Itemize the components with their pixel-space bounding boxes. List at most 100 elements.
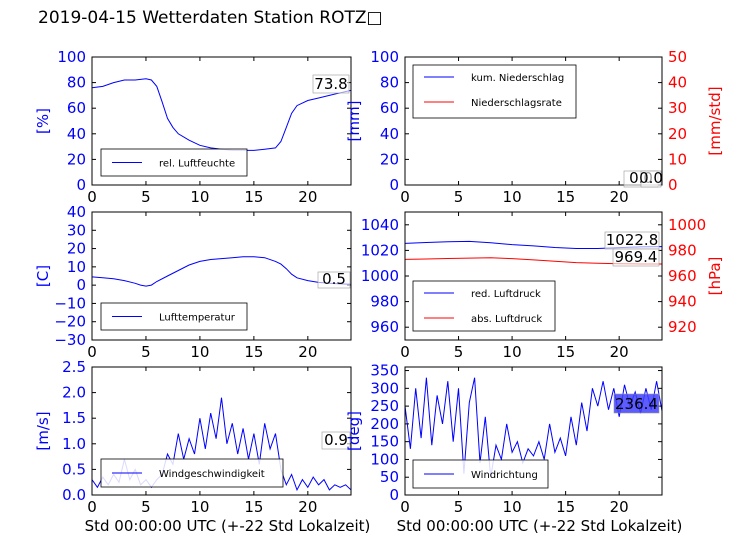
precipitation-ytick-right-label: 20 bbox=[668, 125, 687, 143]
pressure-ytick-right-label: 980 bbox=[668, 241, 697, 259]
windspeed-value-box bbox=[321, 431, 351, 450]
pressure-value-label: 969.4 bbox=[615, 248, 658, 266]
windspeed-xtick-label: 20 bbox=[298, 498, 317, 516]
windspeed-value-label: 0.9 bbox=[324, 431, 348, 449]
humidity-xtick-label: 5 bbox=[141, 188, 151, 206]
pressure-ytick-right-label: 960 bbox=[668, 267, 697, 285]
temperature-xtick-label: 5 bbox=[141, 343, 151, 361]
humidity-ytick-label: 60 bbox=[67, 99, 86, 117]
pressure-xtick-label: 20 bbox=[610, 343, 629, 361]
pressure-ytick-right-label: 920 bbox=[668, 318, 697, 336]
windspeed-legend-entry: Windgeschwindigkeit bbox=[159, 469, 265, 480]
precipitation-ytick-right-label: 0 bbox=[668, 176, 678, 194]
precipitation-panel: 0 5 10 15 20 0 20 40 60 80 100 0 10 20 30 40 50 [mm] [mm/s… bbox=[345, 48, 724, 206]
windspeed-ytick-label: 0.5 bbox=[62, 460, 86, 478]
temperature-ytick-label: 10 bbox=[67, 258, 86, 276]
pressure-ytick-label: 1000 bbox=[361, 267, 399, 285]
winddirection-ytick-label: 150 bbox=[370, 433, 399, 451]
pressure-legend-entry: abs. Luftdruck bbox=[471, 314, 542, 325]
winddirection-ytick-label: 50 bbox=[380, 468, 399, 486]
precipitation-legend-box bbox=[412, 64, 577, 119]
temperature-ytick-label: −20 bbox=[54, 313, 86, 331]
winddirection-ytick-label: 300 bbox=[370, 379, 399, 397]
windspeed-xlabel: Std 00:00:00 UTC (+-22 Std Lokalzeit) bbox=[85, 517, 371, 535]
winddirection-xtick-label: 15 bbox=[556, 498, 575, 516]
winddirection-frame bbox=[404, 366, 663, 496]
windspeed-frame bbox=[91, 366, 352, 496]
temperature-ytick-label: 40 bbox=[67, 203, 86, 221]
windspeed-ytick-label: 0.0 bbox=[62, 486, 86, 504]
humidity-ytick-label: 20 bbox=[67, 150, 86, 168]
winddirection-ytick-label: 0 bbox=[389, 486, 399, 504]
pressure-xtick-label: 5 bbox=[454, 343, 464, 361]
windspeed-panel: 0 5 10 15 20 0.0 0.5 1.0 1.5 2.0 2.5 [m/s] Std 00:00… bbox=[34, 358, 370, 535]
pressure-ytick-right-label: 940 bbox=[668, 293, 697, 311]
winddirection-xtick-label: 10 bbox=[503, 498, 522, 516]
pressure-xtick-label: 10 bbox=[503, 343, 522, 361]
temperature-xtick-label: 0 bbox=[87, 343, 97, 361]
winddirection-ylabel: [deg] bbox=[345, 411, 363, 451]
humidity-ytick-label: 0 bbox=[76, 176, 86, 194]
pressure-ytick-label: 980 bbox=[370, 293, 399, 311]
pressure-ylabel-right: [hPa] bbox=[706, 257, 724, 296]
winddirection-ytick-label: 200 bbox=[370, 415, 399, 433]
temperature-ytick-label: −10 bbox=[54, 294, 86, 312]
precipitation-ylabel-right: [mm/std] bbox=[706, 86, 724, 155]
page-title: 2019-04-15 Wetterdaten Station ROTZ□ bbox=[38, 8, 383, 28]
windspeed-ytick-label: 2.5 bbox=[62, 358, 86, 376]
temperature-xtick-label: 15 bbox=[244, 343, 263, 361]
precipitation-ytick-label: 20 bbox=[380, 150, 399, 168]
precipitation-ylabel: [mm] bbox=[345, 101, 363, 142]
windspeed-ytick-label: 2.0 bbox=[62, 384, 86, 402]
humidity-panel: 0 5 10 15 20 0 20 40 60 80 100 [%] rel. Luftfeuchte 7… bbox=[34, 48, 352, 206]
humidity-ytick-label: 80 bbox=[67, 74, 86, 92]
winddirection-value-label: 236.4 bbox=[615, 395, 658, 413]
precipitation-ytick-right-label: 10 bbox=[668, 150, 687, 168]
windspeed-xtick-label: 5 bbox=[141, 498, 151, 516]
humidity-legend-entry: rel. Luftfeuchte bbox=[159, 159, 235, 170]
precipitation-xtick-label: 0 bbox=[400, 188, 410, 206]
windspeed-ytick-label: 1.0 bbox=[62, 435, 86, 453]
temperature-xtick-label: 20 bbox=[298, 343, 317, 361]
humidity-xtick-label: 10 bbox=[190, 188, 209, 206]
windspeed-xtick-label: 10 bbox=[190, 498, 209, 516]
temperature-panel: 0 5 10 15 20−30−20−10010203040[C]Lufttempera… bbox=[34, 203, 352, 361]
humidity-xtick-label: 20 bbox=[298, 188, 317, 206]
windspeed-xtick-label: 15 bbox=[244, 498, 263, 516]
humidity-value-box bbox=[312, 74, 350, 94]
precipitation-legend-entry: Niederschlagsrate bbox=[471, 98, 562, 109]
winddirection-xlabel: Std 00:00:00 UTC (+-22 Std Lokalzeit) bbox=[397, 517, 683, 535]
winddirection-value-box bbox=[613, 393, 660, 414]
temperature-value-box bbox=[317, 271, 351, 289]
temperature-ytick-label: 20 bbox=[67, 240, 86, 258]
temperature-series-1-line bbox=[92, 256, 351, 287]
winddirection-series-1-line bbox=[405, 377, 662, 478]
winddirection-xtick-label: 5 bbox=[454, 498, 464, 516]
precipitation-ytick-label: 100 bbox=[370, 48, 399, 66]
humidity-xtick-label: 0 bbox=[87, 188, 97, 206]
temperature-legend-entry: Lufttemperatur bbox=[159, 313, 236, 324]
windspeed-ytick-label: 1.5 bbox=[62, 409, 86, 427]
precipitation-frame bbox=[404, 56, 663, 186]
pressure-xtick-label: 0 bbox=[400, 343, 410, 361]
winddirection-xtick-label: 0 bbox=[400, 498, 410, 516]
humidity-frame bbox=[91, 56, 352, 186]
pressure-legend-box bbox=[412, 280, 556, 332]
pressure-value-box bbox=[612, 248, 660, 267]
precipitation-xtick-label: 15 bbox=[556, 188, 575, 206]
winddirection-ytick-label: 350 bbox=[370, 362, 399, 380]
temperature-value-label: 0.5 bbox=[322, 270, 346, 288]
precipitation-legend-entry: kum. Niederschlag bbox=[471, 73, 564, 84]
pressure-ytick-label: 1020 bbox=[361, 241, 399, 259]
winddirection-ytick-label: 100 bbox=[370, 450, 399, 468]
pressure-ytick-label: 960 bbox=[370, 318, 399, 336]
precipitation-xtick-label: 20 bbox=[610, 188, 629, 206]
precipitation-xtick-label: 5 bbox=[454, 188, 464, 206]
temperature-ytick-label: 30 bbox=[67, 221, 86, 239]
temperature-ylabel: [C] bbox=[34, 265, 52, 287]
precipitation-xtick-label: 10 bbox=[503, 188, 522, 206]
pressure-ytick-right-label: 1000 bbox=[668, 216, 706, 234]
windspeed-xtick-label: 0 bbox=[87, 498, 97, 516]
humidity-xtick-label: 15 bbox=[244, 188, 263, 206]
